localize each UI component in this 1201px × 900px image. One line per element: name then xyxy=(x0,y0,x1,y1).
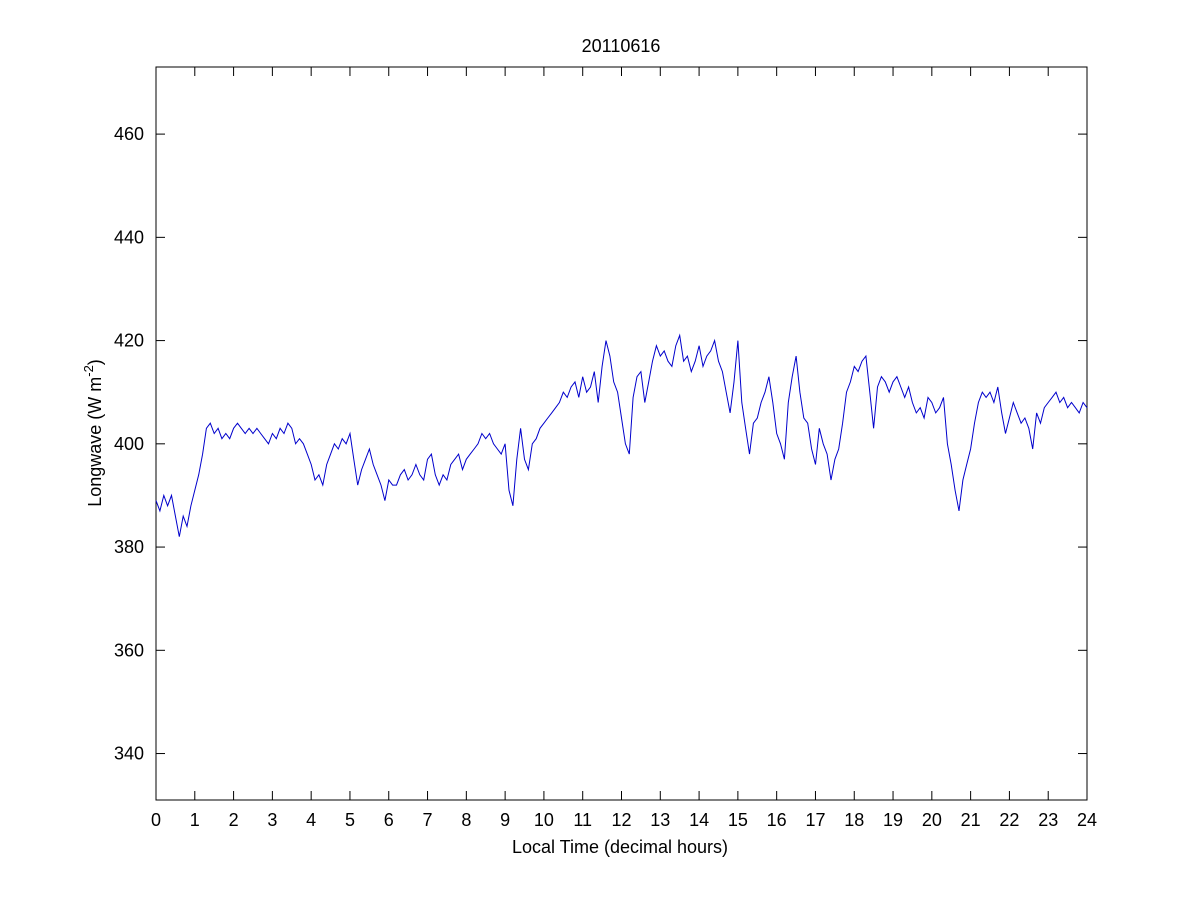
y-axis-title-superscript: -2 xyxy=(81,365,96,377)
y-tick-label: 340 xyxy=(114,744,144,764)
x-tick-label: 16 xyxy=(767,810,787,830)
x-tick-label: 5 xyxy=(345,810,355,830)
x-tick-label: 9 xyxy=(500,810,510,830)
y-tick-label: 400 xyxy=(114,434,144,454)
x-tick-label: 17 xyxy=(805,810,825,830)
x-tick-label: 4 xyxy=(306,810,316,830)
y-tick-labels: 340 360 380 400 420 440 460 xyxy=(114,124,144,763)
x-axis-title: Local Time (decimal hours) xyxy=(512,837,728,857)
x-tick-label: 6 xyxy=(384,810,394,830)
y-tick-label: 440 xyxy=(114,227,144,247)
axis-ticks xyxy=(155,67,1088,800)
x-tick-label: 24 xyxy=(1077,810,1097,830)
x-tick-label: 18 xyxy=(844,810,864,830)
plot-area xyxy=(155,66,1088,801)
y-axis-title-main: Longwave (W m xyxy=(85,377,105,507)
x-tick-label: 7 xyxy=(423,810,433,830)
x-tick-label: 19 xyxy=(883,810,903,830)
x-tick-label: 20 xyxy=(922,810,942,830)
chart-title: 20110616 xyxy=(582,36,661,56)
x-tick-label: 14 xyxy=(689,810,709,830)
longwave-series-line xyxy=(155,333,1088,537)
x-tick-label: 21 xyxy=(961,810,981,830)
x-tick-label: 2 xyxy=(229,810,239,830)
x-tick-label: 11 xyxy=(573,810,592,830)
x-tick-label: 12 xyxy=(611,810,631,830)
x-tick-label: 1 xyxy=(190,810,200,830)
y-tick-label: 380 xyxy=(114,537,144,557)
x-tick-label: 13 xyxy=(650,810,670,830)
x-tick-label: 0 xyxy=(151,810,161,830)
y-axis-title: Longwave (W m-2) xyxy=(81,359,105,507)
x-tick-label: 23 xyxy=(1038,810,1058,830)
x-tick-label: 8 xyxy=(461,810,471,830)
x-tick-labels: 0 1 2 3 4 5 6 7 8 9 10 11 12 13 14 15 16 17 18 19 20 21 22 23 24 xyxy=(151,810,1097,830)
x-tick-label: 3 xyxy=(267,810,277,830)
y-axis-title-close: ) xyxy=(85,359,105,365)
y-tick-label: 360 xyxy=(114,640,144,660)
x-tick-label: 15 xyxy=(728,810,748,830)
x-tick-label: 22 xyxy=(999,810,1019,830)
x-tick-label: 10 xyxy=(534,810,554,830)
y-tick-label: 460 xyxy=(114,124,144,144)
y-tick-label: 420 xyxy=(114,331,144,351)
